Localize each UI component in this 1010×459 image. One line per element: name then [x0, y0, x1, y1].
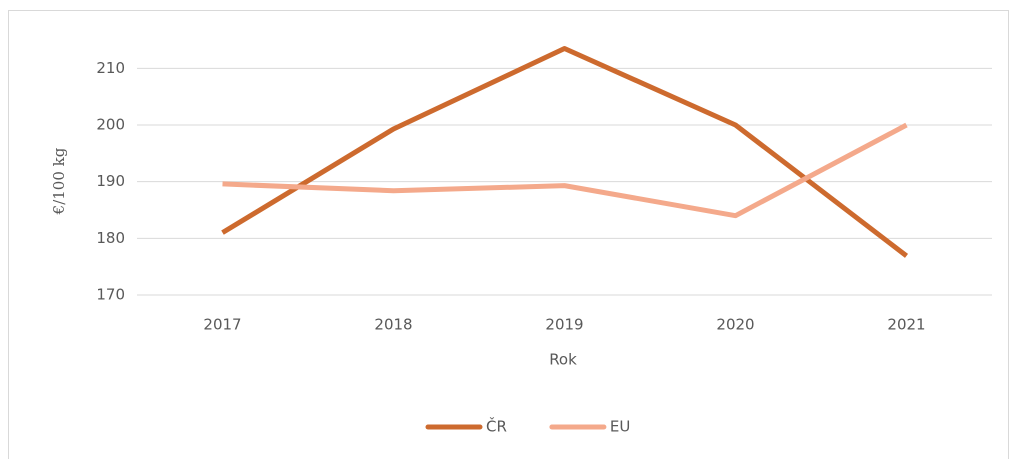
y-tick-label: 210 [96, 59, 125, 77]
series-line [221, 46, 909, 258]
y-tick-label: 170 [96, 286, 125, 304]
y-axis-label: €/100 kg [50, 147, 68, 215]
x-tick-label: 2018 [374, 316, 412, 334]
x-tick-label: 2019 [545, 316, 583, 334]
series-line [222, 122, 908, 219]
legend-label: ČR [486, 417, 507, 436]
x-tick-label: 2020 [716, 316, 754, 334]
x-tick-label: 2017 [203, 316, 241, 334]
x-tick-label: 2021 [887, 316, 925, 334]
y-tick-label: 200 [96, 116, 125, 134]
chart-border [8, 10, 1009, 459]
y-tick-label: 190 [96, 172, 125, 190]
legend-label: EU [610, 418, 630, 436]
x-axis-label: Rok [549, 351, 577, 369]
y-tick-label: 180 [96, 229, 125, 247]
